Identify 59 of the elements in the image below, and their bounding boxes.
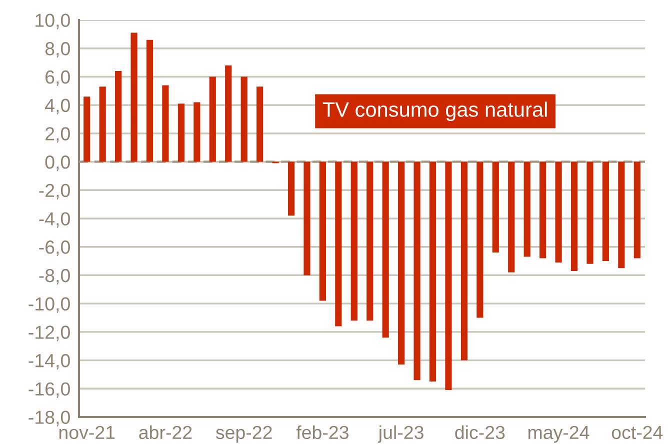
bar (115, 71, 122, 162)
bar (366, 162, 374, 321)
bar (178, 104, 184, 162)
bar (445, 162, 452, 390)
bar (350, 162, 358, 321)
x-tick-label: may-24 (528, 426, 590, 443)
bar (602, 162, 609, 262)
x-tick-label: oct-24 (612, 426, 663, 440)
bar (288, 162, 295, 216)
y-tick-label: 6,0 (46, 70, 70, 86)
y-tick-label: -4,0 (39, 212, 70, 228)
y-tick-label: 10,0 (36, 14, 70, 30)
y-tick-label: 2,0 (46, 127, 70, 143)
bar (398, 162, 405, 365)
bar (209, 76, 216, 162)
bar (240, 76, 248, 162)
bar (319, 162, 326, 301)
x-tick-label: dic-23 (455, 425, 505, 440)
bar (382, 162, 389, 338)
bar (555, 162, 562, 262)
bar (335, 162, 342, 326)
y-tick-label: 8,0 (45, 42, 70, 58)
x-tick-label: feb-23 (296, 425, 348, 440)
bar (540, 162, 546, 258)
bar (570, 162, 578, 271)
x-tick-label: jul-23 (378, 425, 424, 443)
x-tick-label: nov-21 (59, 426, 115, 440)
bar (194, 102, 200, 162)
bar (130, 32, 138, 162)
bar (429, 162, 436, 382)
bar (99, 86, 106, 162)
y-tick-label: -8,0 (39, 268, 70, 284)
bar (476, 162, 484, 318)
x-tick-label: abr-22 (139, 425, 192, 440)
y-tick-label: -14,0 (28, 354, 70, 370)
bar (586, 162, 594, 264)
y-tick-label: 4,0 (45, 98, 70, 114)
bar (256, 86, 264, 162)
y-tick-label: -2,0 (39, 184, 70, 200)
bar (460, 162, 468, 360)
bar (492, 162, 499, 253)
bar (225, 65, 232, 162)
bar (414, 162, 420, 380)
bar (508, 162, 515, 272)
annotation: TV consumo gas natural (322, 102, 547, 122)
y-tick-label: -16,0 (28, 382, 70, 398)
bar (304, 162, 310, 276)
x-tick-label: sep-22 (216, 426, 272, 443)
bar (634, 162, 640, 258)
bar (84, 96, 90, 162)
y-tick-label: 0,0 (45, 155, 70, 171)
bar (618, 162, 625, 268)
y-tick-label: -10,0 (28, 297, 70, 313)
y-tick-label: -6,0 (39, 240, 70, 256)
bar (162, 85, 169, 162)
bar (524, 162, 530, 257)
bar (146, 40, 154, 162)
y-tick-label: -18,0 (28, 410, 70, 426)
y-tick-label: -12,0 (28, 326, 70, 342)
